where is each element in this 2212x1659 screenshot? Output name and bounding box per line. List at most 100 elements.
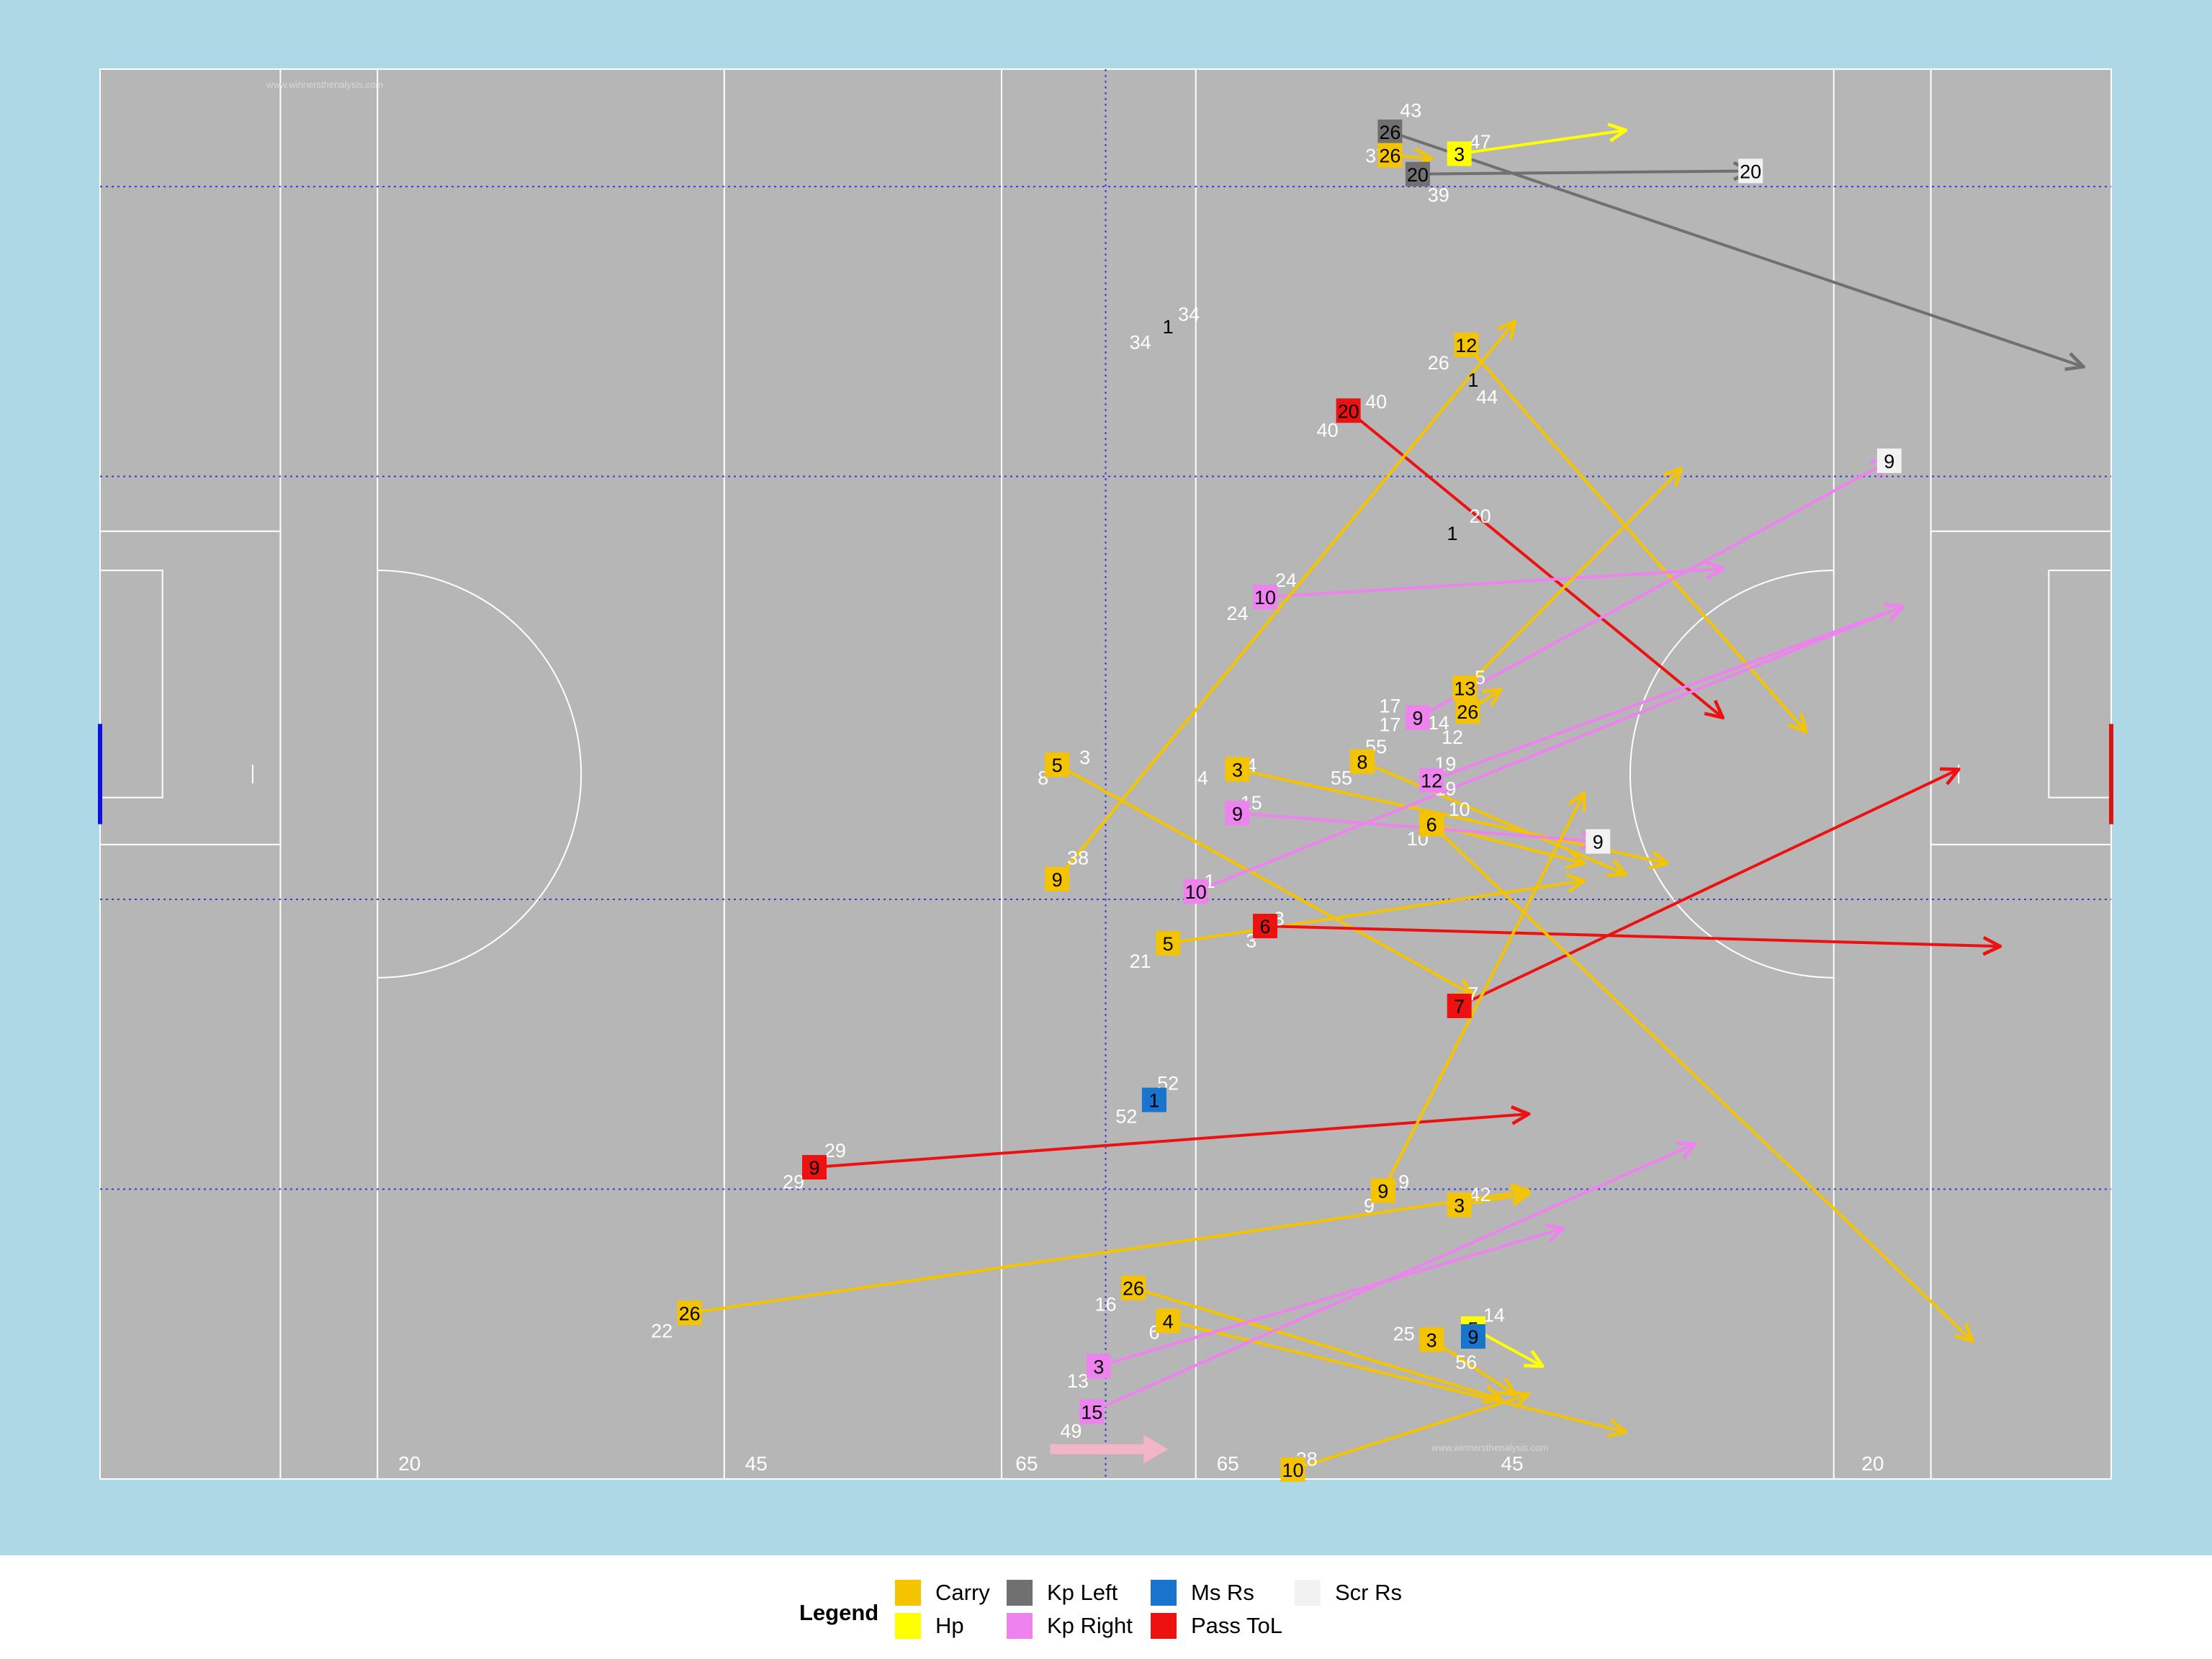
event-number: 10 [1282,1460,1304,1481]
event-marker [1405,705,1430,730]
event-marker [1454,332,1479,357]
legend-swatch [1007,1613,1033,1639]
distance-label: 65 [1217,1452,1239,1475]
event-marker [1419,811,1444,837]
event-number: 12 [1455,335,1477,356]
player-label: 49 [1060,1421,1082,1442]
player-label: 5 [1475,667,1485,688]
event-arrow [1430,823,1972,1341]
event-marker [1225,801,1250,826]
player-label: 14 [1428,712,1449,734]
player-label: 3 [1079,747,1090,768]
attack-direction-arrowhead [1143,1434,1169,1464]
event-number: 5 [1052,755,1063,776]
event-arrow [1133,1286,1501,1399]
event-arrow [1056,321,1515,881]
legend-swatch [1151,1613,1177,1639]
event-arrow [814,1114,1529,1169]
event-arrow [1264,569,1723,599]
player-label: 25 [1393,1323,1415,1345]
player-label: 17 [1379,695,1401,716]
player-label: 1 [1163,316,1174,338]
event-marker [1447,141,1472,166]
distance-label: 45 [745,1452,768,1475]
event-number: 9 [1467,1326,1478,1348]
event-arrow [1264,925,2000,946]
event-arrow [1416,461,1889,719]
player-label: 34 [1178,303,1200,325]
event-marker [1336,398,1361,423]
right-small-box [2048,570,2113,799]
player-label: 40 [1365,391,1387,413]
event-number: 1 [1148,1090,1159,1112]
event-marker [1452,675,1478,701]
event-number: 26 [1457,701,1478,723]
legend-label: Scr Rs [1335,1580,1402,1605]
event-marker [677,1300,702,1326]
legend-label: Kp Right [1047,1613,1133,1638]
legend-swatch [1007,1580,1033,1606]
right-arc [1629,570,1834,979]
player-label: 52 [1115,1105,1137,1127]
event-marker [1253,914,1278,939]
legend-title: Legend [799,1600,879,1625]
event-number: 9 [1412,708,1423,729]
player-label: 29 [783,1172,804,1193]
event-number: 13 [1454,678,1475,699]
event-number: 9 [1593,832,1604,853]
event-arrow [1347,409,1723,717]
event-marker [1225,757,1250,782]
legend-swatch [1295,1580,1321,1606]
player-label: 16 [1094,1293,1116,1315]
event-number: 4 [1163,1310,1174,1332]
event-marker [801,1155,827,1180]
watermark-text: www.winnersthenalysis.com [266,79,383,90]
player-label: 47 [1470,131,1491,153]
legend-label: Kp Left [1047,1580,1118,1605]
event-marker [1876,448,1902,473]
player-label: 29 [824,1140,846,1161]
event-arrow [1431,606,1903,782]
event-marker [1738,158,1763,184]
event-number: 9 [1377,1181,1388,1202]
event-arrow [1431,1338,1515,1394]
event-arrow [1091,1143,1695,1413]
event-arrow [1381,793,1584,1192]
event-marker [1370,1178,1395,1203]
event-arrow [1463,469,1681,689]
player-label: 17 [1379,714,1401,735]
player-label: 44 [1476,387,1498,408]
left-arc [377,570,583,979]
event-marker [1419,1327,1444,1352]
event-arrow [1098,1228,1563,1368]
event-marker [1121,1275,1146,1300]
event-number: 15 [1081,1401,1102,1423]
event-arrow [1459,130,1626,156]
event-markers: 2620263201220910139265381269991056719932… [677,120,1902,1482]
event-number: 20 [1338,400,1359,422]
event-number: 3 [1454,143,1465,165]
player-label: 22 [651,1320,673,1341]
player-label: 1 [1467,369,1478,391]
legend-swatch [1151,1580,1177,1606]
legend-label: Ms Rs [1191,1580,1254,1605]
event-number: 8 [1357,752,1367,773]
event-marker [1253,585,1278,610]
event-marker [1141,1087,1166,1112]
event-number: 9 [1052,869,1063,891]
event-marker [1405,161,1430,186]
legend: Legend Carry Hp Kp Left Kp Right Ms Rs Pass T… [799,1577,1447,1649]
event-number: 10 [1254,587,1276,608]
player-label: 13 [1067,1370,1089,1392]
distance-label: 65 [1015,1452,1038,1475]
event-number: 3 [1232,759,1243,781]
event-marker [1183,879,1208,904]
event-marker [1280,1457,1305,1482]
distance-label: 20 [398,1452,421,1475]
legend-swatch [895,1580,921,1606]
event-marker [1419,768,1444,793]
event-arrow [1389,130,2083,367]
event-number: 3 [1426,1329,1437,1351]
event-arrow [689,1191,1529,1315]
